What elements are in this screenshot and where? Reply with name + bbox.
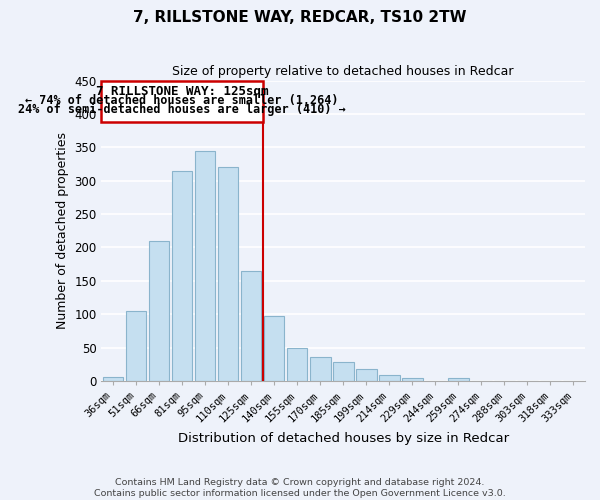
Bar: [194, 150, 215, 381]
Text: 24% of semi-detached houses are larger (410) →: 24% of semi-detached houses are larger (…: [18, 104, 346, 117]
Bar: [172, 170, 193, 381]
Bar: [149, 241, 169, 381]
X-axis label: Distribution of detached houses by size in Redcar: Distribution of detached houses by size …: [178, 432, 509, 445]
Title: Size of property relative to detached houses in Redcar: Size of property relative to detached ho…: [172, 65, 514, 78]
Bar: [125, 311, 146, 381]
Bar: [356, 369, 377, 381]
Bar: [448, 378, 469, 381]
Bar: [333, 362, 353, 381]
Bar: [287, 348, 307, 381]
Text: Contains HM Land Registry data © Crown copyright and database right 2024.
Contai: Contains HM Land Registry data © Crown c…: [94, 478, 506, 498]
Bar: [103, 377, 123, 381]
FancyBboxPatch shape: [101, 80, 263, 122]
Text: 7, RILLSTONE WAY, REDCAR, TS10 2TW: 7, RILLSTONE WAY, REDCAR, TS10 2TW: [133, 10, 467, 25]
Bar: [310, 357, 331, 381]
Y-axis label: Number of detached properties: Number of detached properties: [56, 132, 69, 330]
Text: 7 RILLSTONE WAY: 125sqm: 7 RILLSTONE WAY: 125sqm: [96, 84, 268, 98]
Bar: [402, 378, 422, 381]
Bar: [264, 316, 284, 381]
Bar: [241, 271, 262, 381]
Bar: [379, 375, 400, 381]
Text: ← 74% of detached houses are smaller (1,264): ← 74% of detached houses are smaller (1,…: [25, 94, 339, 107]
Bar: [218, 168, 238, 381]
